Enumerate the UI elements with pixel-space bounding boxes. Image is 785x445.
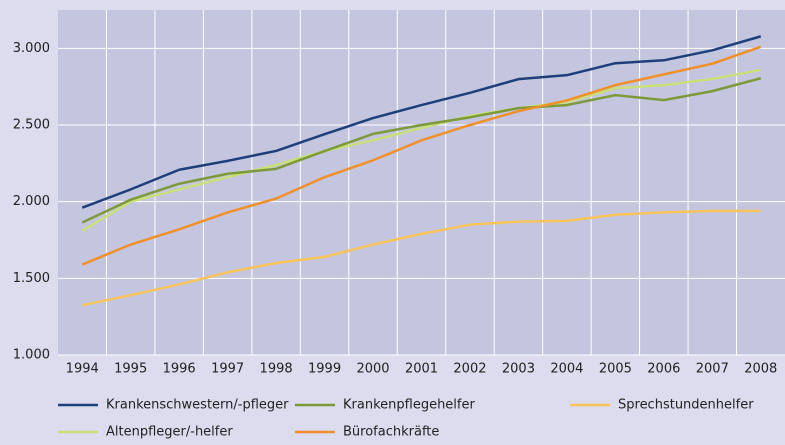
x-tick-label: 2006: [647, 362, 680, 377]
x-tick-label: 2000: [356, 362, 389, 377]
series-line: [81, 45, 762, 266]
x-tick-label: 2007: [696, 362, 729, 377]
x-tick-label: 2008: [744, 362, 777, 377]
y-tick-label: 2.500: [13, 118, 50, 133]
x-tick-label: 1996: [163, 362, 196, 377]
x-tick-label: 2005: [599, 362, 632, 377]
x-tick-label: 2002: [453, 362, 486, 377]
series-line: [81, 35, 762, 209]
x-tick-label: 1997: [211, 362, 244, 377]
x-tick-label: 1995: [114, 362, 147, 377]
x-tick-label: 2003: [502, 362, 535, 377]
x-tick-label: 1999: [308, 362, 341, 377]
y-tick-label: 1.000: [13, 348, 50, 363]
y-tick-label: 3.000: [13, 41, 50, 56]
legend-label: Altenpfleger/-helfer: [106, 425, 233, 440]
x-tick-label: 2004: [550, 362, 583, 377]
legend-label: Krankenschwestern/-pfleger: [106, 398, 289, 413]
y-tick-label: 1.500: [13, 271, 50, 286]
series-line: [81, 209, 761, 307]
x-tick-label: 1998: [260, 362, 293, 377]
x-tick-label: 2001: [405, 362, 438, 377]
series-line: [81, 68, 762, 232]
y-tick-label: 2.000: [13, 194, 50, 209]
series-line: [81, 77, 762, 224]
legend-label: Sprechstundenhelfer: [618, 398, 754, 413]
legend-label: Bürofachkräfte: [343, 425, 439, 440]
plot-area: [58, 10, 785, 355]
legend-label: Krankenpflegehelfer: [343, 398, 475, 413]
x-tick-label: 1994: [66, 362, 99, 377]
